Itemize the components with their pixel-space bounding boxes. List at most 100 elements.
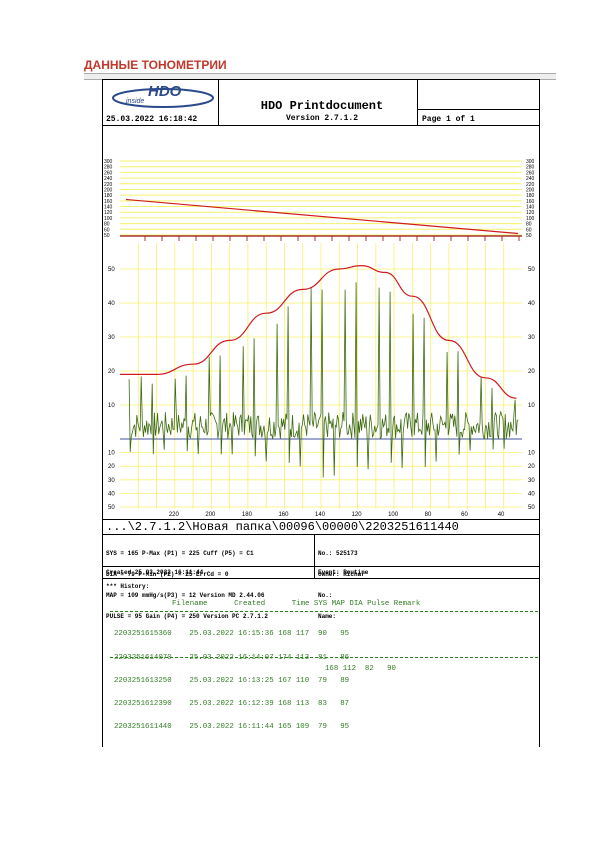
- x-tick-label: 100: [388, 512, 399, 518]
- tick-label: 80: [104, 222, 110, 228]
- y-tick-label: 40: [108, 301, 115, 307]
- tick-label: 60: [104, 227, 110, 233]
- y-tick-label: 30: [528, 335, 535, 341]
- tick-label: 280: [104, 165, 113, 171]
- header-page: Page 1 of 1: [422, 115, 475, 124]
- event-info: Event: Routine: [318, 569, 369, 576]
- tick-label: 220: [526, 182, 535, 188]
- history-header: Filename Created Time SYS MAP DIA Pulse …: [172, 600, 421, 608]
- frame-right: [539, 79, 540, 747]
- header-divider-1: [218, 79, 219, 125]
- tick-label: 120: [104, 210, 113, 216]
- created-line-bottom: [102, 578, 540, 579]
- history-rule-top: [110, 611, 538, 612]
- y-tick-label: 50: [108, 267, 115, 273]
- logo-text: HDO: [148, 83, 182, 100]
- tick-label: 200: [104, 187, 113, 193]
- tick-label: 240: [526, 176, 535, 182]
- history-row: 2203251612390 25.03.2022 16:12:39 168 11…: [114, 699, 350, 708]
- y-tick-label: 40: [108, 491, 115, 497]
- patient-line: Owner: Richar: [318, 571, 365, 578]
- y-tick-label: 20: [108, 369, 115, 375]
- y-tick-label: 10: [528, 451, 535, 457]
- tick-label: 120: [526, 210, 535, 216]
- page-heading: ДАННЫЕ ТОНОМЕТРИИ: [84, 58, 227, 72]
- info-line: PULSE = 95 Gain (P4) = 250 Version PC 2.…: [106, 613, 269, 620]
- y-tick-label: 50: [528, 505, 535, 511]
- tick-label: 100: [526, 216, 535, 222]
- y-tick-label: 50: [108, 505, 115, 511]
- tick-label: 50: [526, 233, 532, 239]
- history-rule-bottom: [110, 657, 538, 658]
- tick-label: 240: [104, 176, 113, 182]
- pressure-curve: [125, 198, 519, 235]
- y-tick-label: 10: [108, 451, 115, 457]
- created-line-top: [102, 566, 540, 567]
- tick-label: 220: [104, 182, 113, 188]
- x-tick-label: 120: [352, 512, 363, 518]
- x-tick-label: 180: [242, 512, 253, 518]
- history-totals: 168 112 82 90: [325, 665, 396, 673]
- hdo-logo: HDO inside: [112, 83, 214, 108]
- history-table: 2203251615360 25.03.2022 16:15:36 168 11…: [114, 616, 349, 747]
- measurement-info: SYS = 165 P-Max (P1) = 225 Cuff (P5) = C…: [106, 536, 268, 634]
- history-title: *** History:: [106, 583, 150, 590]
- header-bottom: [102, 125, 540, 126]
- y-tick-label: 20: [528, 369, 535, 375]
- tick-label: 180: [526, 193, 535, 199]
- tick-label: 50: [104, 233, 110, 239]
- history-row: 2203251614070 25.03.2022 16:14:07 174 11…: [114, 653, 350, 662]
- patient-line: No.:: [318, 592, 333, 599]
- patient-info: No.: 525173 Owner: Richar No.: Name:: [318, 536, 365, 634]
- y-tick-label: 50: [528, 267, 535, 273]
- frame-top: [102, 79, 540, 80]
- tick-label: 300: [104, 159, 113, 165]
- tick-label: 260: [104, 170, 113, 176]
- info-line: MAP = 109 mmHg/s(P3) = 12 Version MD 2.4…: [106, 592, 265, 599]
- file-path: ...\2.7.1.2\Новая папка\00096\00000\2203…: [106, 520, 459, 534]
- oscillation-chart: 50 50 40 40 30 30 20 20 10 10 10 10 20 20 30 30 40 40 50 50…: [108, 243, 535, 518]
- y-tick-label: 40: [528, 491, 535, 497]
- y-tick-label: 30: [528, 478, 535, 484]
- created-info: Created 25.03.2022 16:11:44: [106, 569, 204, 576]
- info-line: SYS = 165 P-Max (P1) = 225 Cuff (P5) = C…: [106, 550, 254, 557]
- frame-left: [102, 79, 103, 747]
- y-tick-label: 20: [108, 464, 115, 470]
- oscillation-signal: [128, 282, 519, 478]
- history-row: 2203251615360 25.03.2022 16:15:36 168 11…: [114, 630, 350, 639]
- header-page-line: [417, 109, 540, 110]
- y-tick-label: 30: [108, 335, 115, 341]
- header-divider-2: [417, 79, 418, 125]
- tick-label: 80: [526, 222, 532, 228]
- info-line: DIA = 79 P-Min (P2) = 25 ErrCd = 0: [106, 571, 229, 578]
- tick-label: 140: [104, 205, 113, 211]
- x-tick-label: 140: [315, 512, 326, 518]
- x-tick-label: 60: [461, 512, 468, 518]
- tick-label: 200: [526, 187, 535, 193]
- history-row: 2203251611440 25.03.2022 16:11:44 165 10…: [114, 722, 350, 731]
- tick-label: 160: [104, 199, 113, 205]
- x-tick-label: 80: [425, 512, 432, 518]
- patient-line: No.: 525173: [318, 550, 358, 557]
- envelope-curve: [120, 264, 517, 399]
- printdocument: HDO inside 25.03.2022 16:18:42 HDO Print…: [102, 79, 540, 747]
- logo-sub: inside: [126, 98, 144, 105]
- y-tick-label: 30: [108, 478, 115, 484]
- y-tick-label: 10: [108, 403, 115, 409]
- tick-label: 260: [526, 170, 535, 176]
- path-line-bottom: [102, 534, 540, 535]
- tick-label: 140: [526, 205, 535, 211]
- x-tick-label: 200: [205, 512, 216, 518]
- info-divider: [314, 534, 315, 579]
- tick-label: 280: [526, 165, 535, 171]
- patient-line: Name:: [318, 613, 337, 620]
- tick-label: 100: [104, 216, 113, 222]
- header-title: HDO Printdocument: [260, 99, 384, 113]
- header-datetime: 25.03.2022 16:18:42: [106, 115, 198, 124]
- tick-label: 180: [104, 193, 113, 199]
- y-tick-label: 20: [528, 464, 535, 470]
- x-tick-label: 40: [498, 512, 505, 518]
- y-tick-label: 40: [528, 301, 535, 307]
